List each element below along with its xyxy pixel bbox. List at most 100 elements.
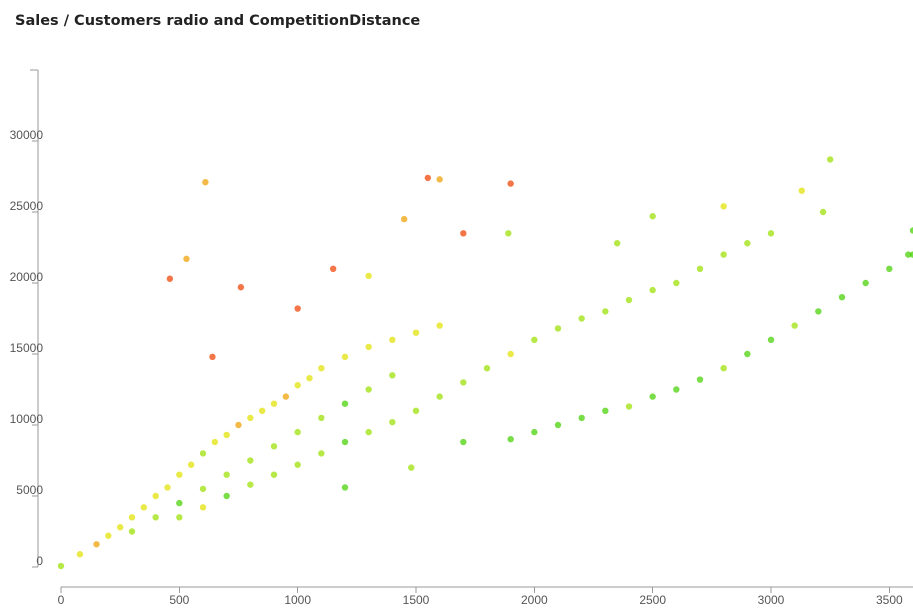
scatter-point [625, 296, 633, 304]
scatter-point [505, 230, 512, 237]
scatter-point [389, 336, 396, 343]
scatter-point [886, 265, 893, 272]
scatter-point [199, 485, 207, 493]
x-tick-label: 0 [58, 593, 65, 607]
scatter-point [306, 374, 313, 382]
scatter-point [909, 227, 913, 234]
scatter-point [365, 343, 372, 351]
scatter-point [389, 372, 396, 379]
y-tick-label: 10000 [10, 412, 44, 426]
scatter-point [329, 265, 337, 272]
scatter-point [720, 251, 727, 258]
y-tick-label: 0 [36, 554, 43, 568]
scatter-point [183, 255, 190, 263]
scatter-point [436, 176, 443, 183]
scatter-point [223, 492, 230, 500]
scatter-point [412, 329, 420, 336]
x-tick-label: 2500 [639, 593, 666, 607]
x-tick-group: 0 500 1000 1500 2000 2500 3000 3500 [58, 587, 903, 607]
x-tick-label: 500 [169, 593, 189, 607]
scatter-point [282, 393, 290, 400]
scatter-point [294, 428, 301, 436]
scatter-point [744, 350, 751, 358]
scatter-point [460, 379, 467, 386]
scatter-point [673, 279, 680, 287]
x-tick-label: 3500 [876, 593, 903, 607]
x-tick-label: 1000 [284, 593, 311, 607]
scatter-point [76, 551, 84, 558]
scatter-point [341, 484, 349, 491]
scatter-point [318, 365, 325, 372]
scatter-point [649, 286, 656, 294]
y-tick-label: 5000 [16, 483, 43, 497]
scatter-point [270, 471, 278, 478]
scatter-point [838, 294, 846, 301]
scatter-point [199, 504, 207, 511]
scatter-point [400, 215, 408, 223]
scatter-point [815, 308, 822, 315]
scatter-point [341, 353, 349, 361]
scatter-point [152, 492, 159, 500]
scatter-point [166, 275, 174, 282]
scatter-point [247, 457, 254, 464]
scatter-point [294, 305, 301, 312]
scatter-point [625, 403, 633, 410]
scatter-point [389, 418, 396, 426]
scatter-point [744, 240, 751, 247]
scatter-point [507, 180, 514, 187]
scatter-point [602, 407, 609, 414]
y-tick-label: 15000 [10, 341, 44, 355]
scatter-point [140, 504, 148, 511]
scatter-point [578, 315, 585, 322]
scatter-point [223, 431, 230, 439]
scatter-point [720, 365, 727, 372]
scatter-point [365, 428, 372, 436]
scatter-point [202, 178, 209, 186]
y-tick-label: 25000 [10, 199, 44, 213]
x-tick-label: 2000 [521, 593, 548, 607]
scatter-point [483, 365, 491, 372]
scatter-point [460, 438, 467, 446]
scatter-point [649, 393, 656, 400]
scatter-point [798, 187, 805, 194]
scatter-point [412, 407, 420, 414]
scatter-point [696, 376, 704, 383]
scatter-point [424, 174, 432, 182]
scatter-point [247, 414, 254, 422]
scatter-point [176, 499, 183, 507]
scatter-point [270, 443, 278, 450]
scatter-point [649, 213, 656, 220]
scatter-point [237, 284, 245, 291]
scatter-point [294, 461, 301, 468]
scatter-point [819, 208, 827, 216]
scatter-point [152, 514, 159, 521]
scatter-point [341, 400, 349, 407]
scatter-point [767, 336, 775, 343]
scatter-point [460, 230, 467, 237]
scatter-point [365, 386, 372, 393]
scatter-point [578, 414, 585, 422]
scatter-point [187, 461, 195, 468]
scatter-point [105, 532, 112, 539]
scatter-point [507, 436, 514, 443]
scatter-point [531, 428, 538, 436]
scatter-point [531, 336, 538, 343]
scatter-point [116, 524, 124, 531]
scatter-point [791, 322, 798, 329]
scatter-point [294, 382, 301, 389]
y-tick-label: 30000 [10, 128, 44, 142]
scatter-point [554, 325, 562, 332]
scatter-point [270, 400, 278, 407]
scatter-point [341, 438, 349, 446]
scatter-point [164, 484, 171, 491]
y-tick-label: 20000 [10, 270, 44, 284]
scatter-point [128, 528, 136, 535]
scatter-point [365, 272, 372, 280]
scatter-point [128, 514, 136, 521]
x-tick-label: 1500 [403, 593, 430, 607]
scatter-point [57, 562, 65, 570]
scatter-point [673, 386, 680, 393]
points-layer [57, 156, 913, 570]
scatter-point [862, 279, 869, 287]
